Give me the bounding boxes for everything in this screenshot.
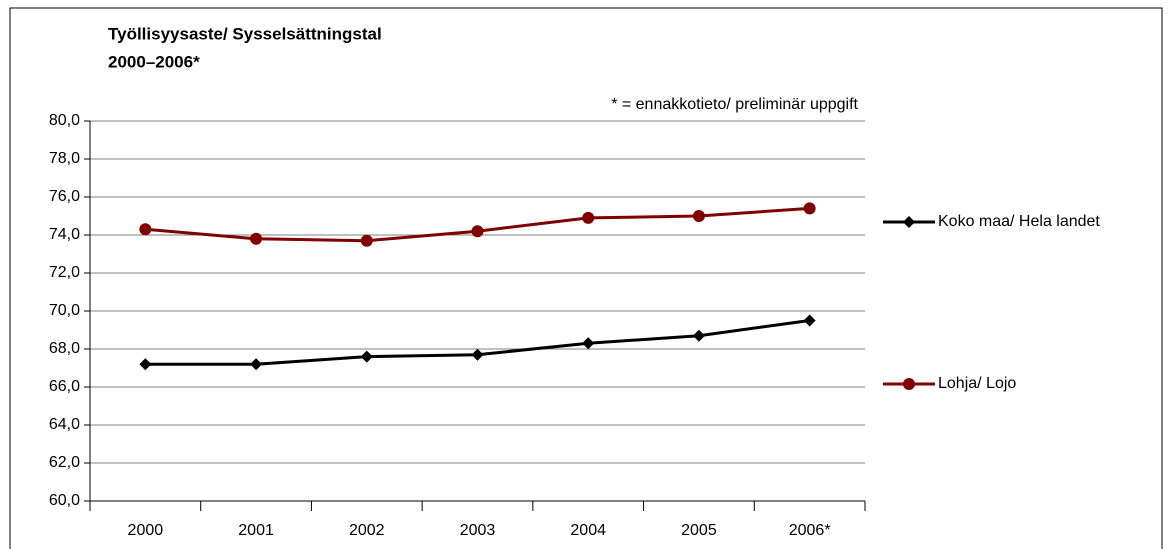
x-tick-label: 2003 [460,522,496,539]
y-tick-label: 68,0 [49,340,80,357]
marker [471,348,484,361]
y-tick-label: 80,0 [49,112,80,129]
marker [250,358,263,371]
chart-title: Työllisyysaste/ Sysselsättningstal [108,24,382,43]
legend-marker [903,378,915,390]
marker [803,202,816,215]
chart-title: 2000–2006* [108,52,200,71]
legend-marker [903,216,915,228]
marker [692,210,705,222]
marker [360,234,373,247]
y-tick-label: 62,0 [49,454,80,471]
marker [471,225,484,238]
annotation: * = ennakkotieto/ preliminär uppgift [611,96,858,113]
y-tick-label: 72,0 [49,264,80,281]
y-tick-label: 60,0 [49,492,80,509]
marker [582,337,595,350]
x-tick-label: 2005 [681,522,717,539]
y-tick-label: 70,0 [49,302,80,319]
x-tick-label: 2000 [128,522,164,539]
legend-label: Lohja/ Lojo [938,375,1016,392]
marker [139,223,152,236]
marker [139,358,152,371]
chart-frame [9,7,1163,549]
x-tick-label: 2001 [238,522,274,539]
x-tick-label: 2002 [349,522,385,539]
marker [803,314,816,327]
legend-label: Koko maa/ Hela landet [938,213,1100,230]
marker [582,211,595,224]
marker [360,350,373,363]
marker [250,232,263,245]
y-tick-label: 76,0 [49,188,80,205]
y-tick-label: 74,0 [49,226,80,243]
x-tick-label: 2004 [570,522,606,539]
y-tick-label: 66,0 [49,378,80,395]
y-tick-label: 64,0 [49,416,80,433]
x-tick-label: 2006* [789,522,831,539]
marker [692,329,705,342]
y-tick-label: 78,0 [49,150,80,167]
